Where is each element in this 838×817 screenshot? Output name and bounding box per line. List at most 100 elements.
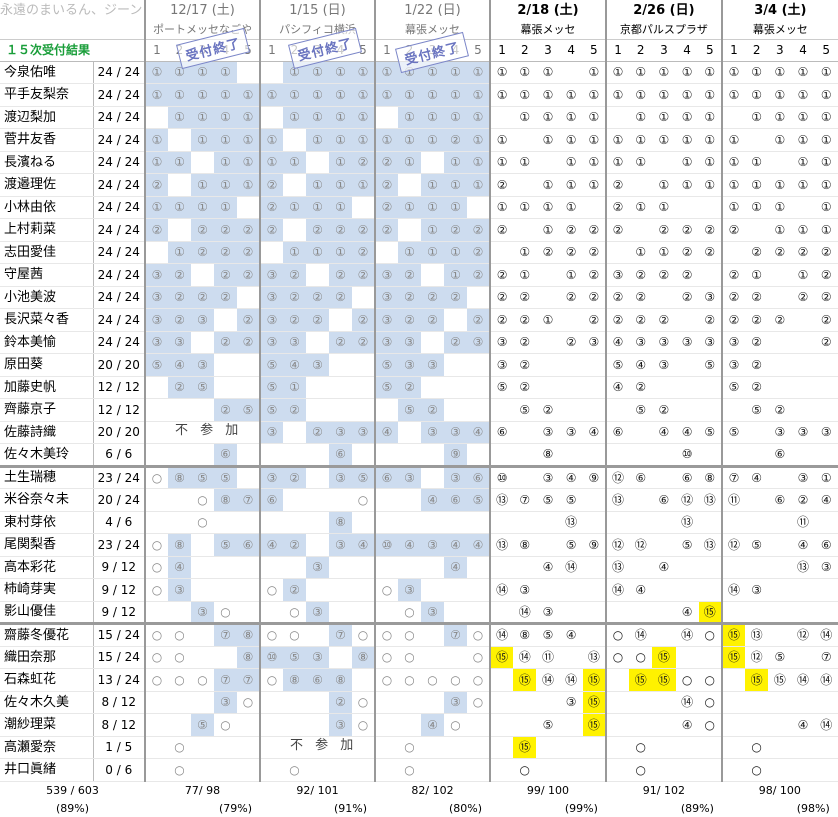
- slot-cell: [191, 331, 214, 354]
- slot-cell: ②: [791, 241, 815, 264]
- slot-cell: ①: [283, 376, 306, 399]
- slot-cell: [444, 758, 467, 782]
- slot-cell: ①: [652, 241, 676, 264]
- slot-cell: ①: [237, 173, 260, 197]
- slot-cell: ②: [698, 308, 722, 332]
- slot-cell: ③: [720, 353, 746, 377]
- member-name: 長沢菜々香: [0, 308, 94, 332]
- slot-cell: ⑫: [604, 464, 630, 489]
- slot-cell: ②: [283, 286, 306, 309]
- part-number: 5: [814, 39, 838, 62]
- slot-cell: [467, 511, 490, 534]
- slot-cell: [306, 622, 329, 647]
- slot-cell: ○: [144, 622, 168, 647]
- slot-cell: ③: [488, 331, 514, 354]
- slot-cell: ②: [237, 263, 260, 287]
- slot-cell: ③: [374, 331, 398, 354]
- slot-cell: ①: [745, 83, 769, 107]
- slot-cell: [488, 691, 514, 714]
- slot-cell: [352, 668, 375, 692]
- member-row: 潮紗理菜 8 / 12 ⑤ ○ ③ ○ ④ ○ ⑤ ⑮ ④ ○ ④ ⑭: [0, 713, 838, 737]
- slot-cell: [306, 511, 329, 534]
- slot-cell: ④: [814, 488, 838, 512]
- slot-cell: [467, 578, 490, 602]
- slot-cell: [191, 622, 214, 647]
- member-name: 長濱ねる: [0, 151, 94, 174]
- slot-cell: [536, 511, 560, 534]
- slot-cell: ①: [467, 151, 490, 174]
- slot-cell: ⑭: [559, 668, 583, 692]
- slot-cell: [536, 263, 560, 287]
- member-row: 菅井友香 24 / 24 ① ① ① ① ① ① ① ① ① ① ① ② ① ① ① ① ① ① ① ① ① ① ① ① ① ①: [0, 128, 838, 152]
- slot-cell: ○: [398, 601, 421, 624]
- slot-cell: ①: [398, 106, 421, 129]
- slot-cell: [467, 443, 490, 467]
- slot-cell: ④: [675, 421, 699, 444]
- slot-cell: ③: [444, 421, 467, 444]
- part-number: 1: [720, 39, 746, 62]
- slot-cell: ①: [582, 128, 606, 152]
- slot-cell: [444, 398, 467, 422]
- slot-cell: ⑩: [374, 533, 398, 557]
- member-name: 佐藤詩織: [0, 421, 94, 444]
- slot-cell: [398, 421, 421, 444]
- slot-cell: [559, 713, 583, 737]
- slot-cell: ⑤: [488, 376, 514, 399]
- slot-cell: ①: [698, 61, 722, 84]
- part-number: 3: [536, 39, 560, 62]
- slot-cell: [698, 578, 722, 602]
- slot-cell: [283, 421, 306, 444]
- slot-cell: ⑮: [652, 646, 676, 669]
- slot-cell: ①: [283, 241, 306, 264]
- slot-cell: ○: [352, 622, 375, 647]
- slot-cell: [283, 511, 306, 534]
- member-name: 土生瑞穂: [0, 464, 94, 489]
- member-row: 志田愛佳 24 / 24 ① ② ② ② ① ① ① ② ① ① ① ② ① ② ② ② ① ① ② ② ② ② ② ②: [0, 241, 838, 264]
- slot-cell: ③: [652, 331, 676, 354]
- slot-cell: [814, 601, 838, 624]
- slot-cell: ②: [329, 691, 352, 714]
- slot-cell: ①: [536, 83, 560, 107]
- slot-cell: ①: [720, 196, 746, 219]
- member-score: 24 / 24: [93, 286, 146, 309]
- slot-cell: ①: [144, 151, 168, 174]
- slot-cell: ⑤: [675, 533, 699, 557]
- event-date: 2/26 (日): [604, 0, 722, 21]
- slot-cell: ①: [629, 128, 653, 152]
- slot-cell: ①: [421, 83, 444, 107]
- slot-cell: ①: [467, 128, 490, 152]
- event-date: 3/4 (土): [720, 0, 838, 21]
- slot-cell: ①: [536, 106, 560, 129]
- slot-cell: ②: [604, 173, 630, 197]
- slot-cell: ③: [259, 331, 283, 354]
- member-name: 渡邉理佐: [0, 173, 94, 197]
- slot-cell: ①: [444, 61, 467, 84]
- slot-cell: ②: [467, 263, 490, 287]
- slot-cell: [259, 61, 283, 84]
- slot-cell: [559, 443, 583, 467]
- slot-cell: [536, 151, 560, 174]
- slot-cell: ①: [745, 263, 769, 287]
- member-row: 上村莉菜 24 / 24 ② ② ② ② ② ② ② ② ② ① ② ② ② ① ② ② ② ② ② ② ② ① ① ①: [0, 218, 838, 242]
- slot-cell: ②: [283, 263, 306, 287]
- slot-cell: [791, 376, 815, 399]
- slot-cell: ①: [283, 196, 306, 219]
- slot-cell: [421, 736, 444, 759]
- not-participating-label: 不 参 加: [175, 423, 243, 438]
- slot-cell: [768, 286, 792, 309]
- slot-cell: ②: [559, 218, 583, 242]
- slot-cell: ○: [168, 646, 191, 669]
- slot-cell: [467, 713, 490, 737]
- slot-cell: ③: [352, 421, 375, 444]
- slot-cell: ②: [536, 398, 560, 422]
- slot-cell: [352, 736, 375, 759]
- slot-cell: ②: [398, 286, 421, 309]
- slot-cell: [144, 758, 168, 782]
- slot-cell: ⑤: [536, 622, 560, 647]
- slot-cell: ⑮: [698, 601, 722, 624]
- slot-cell: ③: [513, 578, 537, 602]
- slot-cell: ①: [745, 151, 769, 174]
- slot-cell: [306, 691, 329, 714]
- slot-cell: ①: [629, 151, 653, 174]
- slot-cell: ⑧: [168, 464, 191, 489]
